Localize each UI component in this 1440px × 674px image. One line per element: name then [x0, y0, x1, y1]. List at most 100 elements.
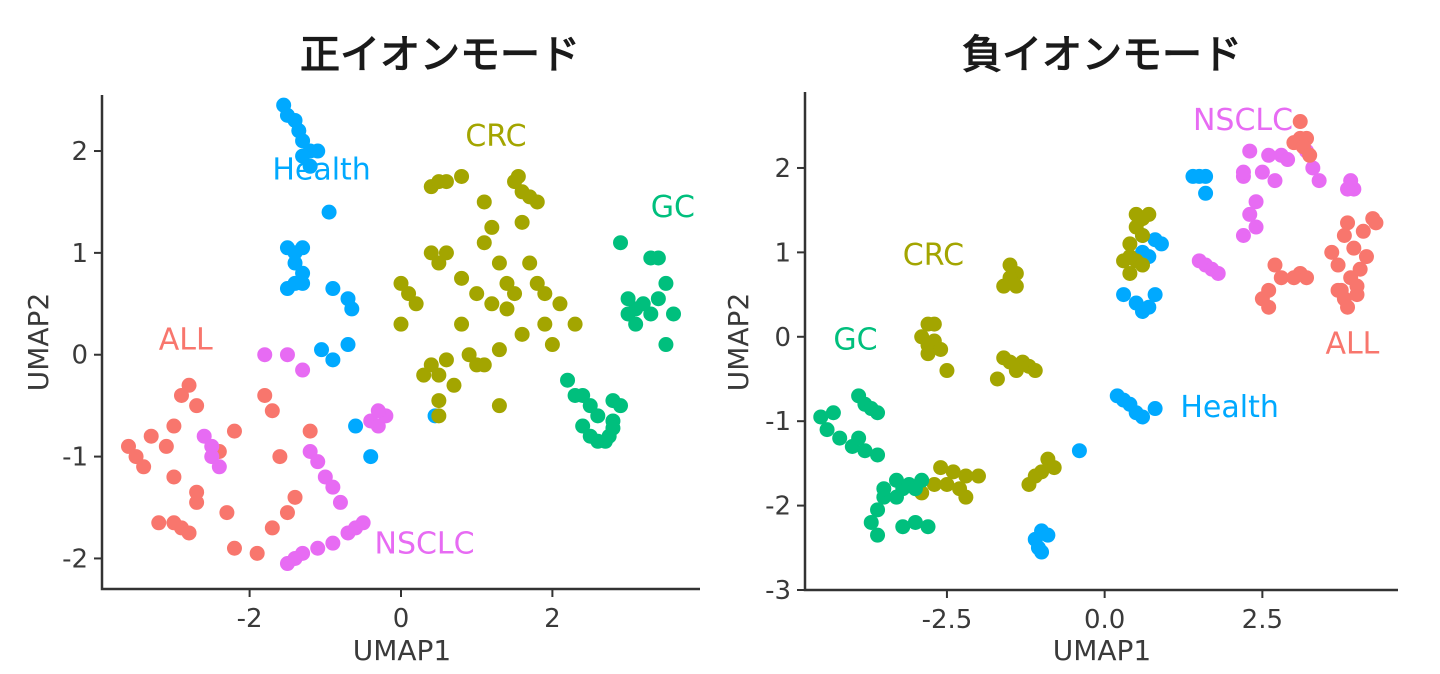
point-all-positive	[189, 484, 205, 500]
axis-lines-negative	[803, 92, 1398, 592]
point-crc-negative	[1046, 460, 1062, 476]
group-label-all-positive: ALL	[159, 323, 213, 358]
group-label-gc-positive: GC	[651, 190, 695, 225]
point-crc-positive	[552, 296, 568, 312]
point-all-negative	[1261, 299, 1277, 315]
ticks-group-negative: -2.5 0.0 2.5 -3 -2 -1 0 1 2	[765, 154, 1283, 635]
point-health-positive	[302, 158, 318, 174]
point-gc-negative	[888, 489, 904, 505]
point-nsclc-negative	[1235, 227, 1251, 243]
point-all-positive	[181, 377, 197, 393]
y-tick-label-negative: 0	[774, 323, 791, 353]
point-all-positive	[143, 428, 159, 444]
point-gc-negative	[870, 527, 886, 543]
point-health-positive	[279, 281, 295, 297]
point-crc-negative	[1122, 265, 1138, 281]
x-tick-label-positive: -2	[237, 604, 263, 634]
point-gc-positive	[590, 408, 606, 424]
point-all-negative	[1355, 223, 1371, 239]
point-health-positive	[295, 275, 311, 291]
point-gc-positive	[605, 420, 621, 436]
point-crc-negative	[1008, 278, 1024, 294]
point-crc-positive	[438, 245, 454, 261]
point-crc-negative	[958, 468, 974, 484]
point-crc-negative	[933, 460, 949, 476]
group-label-all-negative: ALL	[1325, 327, 1379, 362]
point-all-negative	[1340, 215, 1356, 231]
group-label-nsclc-negative: NSCLC	[1193, 103, 1293, 138]
point-gc-negative	[870, 447, 886, 463]
point-gc-positive	[560, 372, 576, 388]
point-all-negative	[1302, 147, 1318, 163]
x-tick-label-negative: 2.5	[1242, 605, 1283, 635]
point-crc-positive	[454, 168, 470, 184]
point-nsclc-negative	[1311, 173, 1327, 189]
point-nsclc-positive	[257, 347, 273, 363]
point-crc-negative	[920, 346, 936, 362]
points-group-negative	[813, 114, 1384, 560]
point-gc-negative	[876, 481, 892, 497]
panel-positive-mode: 正イオンモード -2 0 2 -2 -1 0 1 2 UMAP1 UMAP2 ALL NSCLC…	[22, 32, 700, 667]
x-tick-label-negative: 0.0	[1084, 605, 1125, 635]
point-gc-positive	[650, 291, 666, 307]
point-crc-positive	[393, 275, 409, 291]
point-crc-positive	[484, 219, 500, 235]
y-tick-label-positive: 0	[71, 341, 88, 371]
point-crc-negative	[1122, 236, 1138, 252]
point-gc-positive	[613, 235, 629, 251]
axis-lines-positive	[100, 95, 700, 591]
point-all-positive	[181, 525, 197, 541]
point-crc-positive	[476, 235, 492, 251]
y-axis-label-negative: UMAP2	[722, 293, 755, 392]
point-health-negative	[1141, 299, 1157, 315]
group-label-health-negative: Health	[1180, 390, 1279, 425]
x-tick-label-positive: 2	[544, 604, 561, 634]
point-gc-positive	[658, 275, 674, 291]
point-crc-positive	[510, 168, 526, 184]
point-crc-negative	[933, 341, 949, 357]
point-crc-positive	[491, 342, 507, 358]
point-crc-negative	[1135, 227, 1151, 243]
point-gc-negative	[813, 409, 829, 425]
group-label-crc-negative: CRC	[903, 238, 964, 273]
point-all-positive	[302, 423, 318, 439]
point-all-negative	[1330, 257, 1346, 273]
point-crc-negative	[1116, 253, 1132, 269]
point-crc-positive	[514, 214, 530, 230]
point-all-negative	[1292, 114, 1308, 130]
point-gc-positive	[650, 250, 666, 266]
point-health-negative	[1147, 401, 1163, 417]
y-tick-label-negative: -3	[765, 576, 791, 606]
point-crc-positive	[537, 286, 553, 302]
y-tick-label-positive: -1	[62, 443, 88, 473]
point-crc-positive	[454, 270, 470, 286]
point-gc-negative	[920, 519, 936, 535]
point-health-positive	[348, 418, 364, 434]
group-labels-positive: ALL NSCLC Health CRC GC	[159, 119, 695, 561]
group-label-crc-positive: CRC	[465, 119, 526, 154]
point-gc-positive	[666, 306, 682, 322]
point-all-positive	[287, 489, 303, 505]
point-crc-negative	[1141, 206, 1157, 222]
point-gc-negative	[819, 422, 835, 438]
y-tick-label-negative: 1	[774, 238, 791, 268]
point-nsclc-negative	[1305, 160, 1321, 176]
point-crc-positive	[491, 398, 507, 414]
point-all-positive	[189, 398, 205, 414]
point-gc-negative	[857, 443, 873, 459]
point-nsclc-negative	[1261, 147, 1277, 163]
point-crc-positive	[484, 296, 500, 312]
group-label-health-positive: Health	[272, 153, 371, 188]
point-all-positive	[226, 540, 242, 556]
point-gc-positive	[613, 398, 629, 414]
point-crc-positive	[491, 255, 507, 271]
point-all-positive	[219, 505, 235, 521]
point-nsclc-positive	[332, 494, 348, 510]
point-gc-negative	[851, 430, 867, 446]
point-all-positive	[264, 520, 280, 536]
points-group-positive	[120, 97, 682, 572]
point-all-negative	[1273, 270, 1289, 286]
point-crc-positive	[476, 357, 492, 373]
point-all-positive	[151, 515, 167, 531]
